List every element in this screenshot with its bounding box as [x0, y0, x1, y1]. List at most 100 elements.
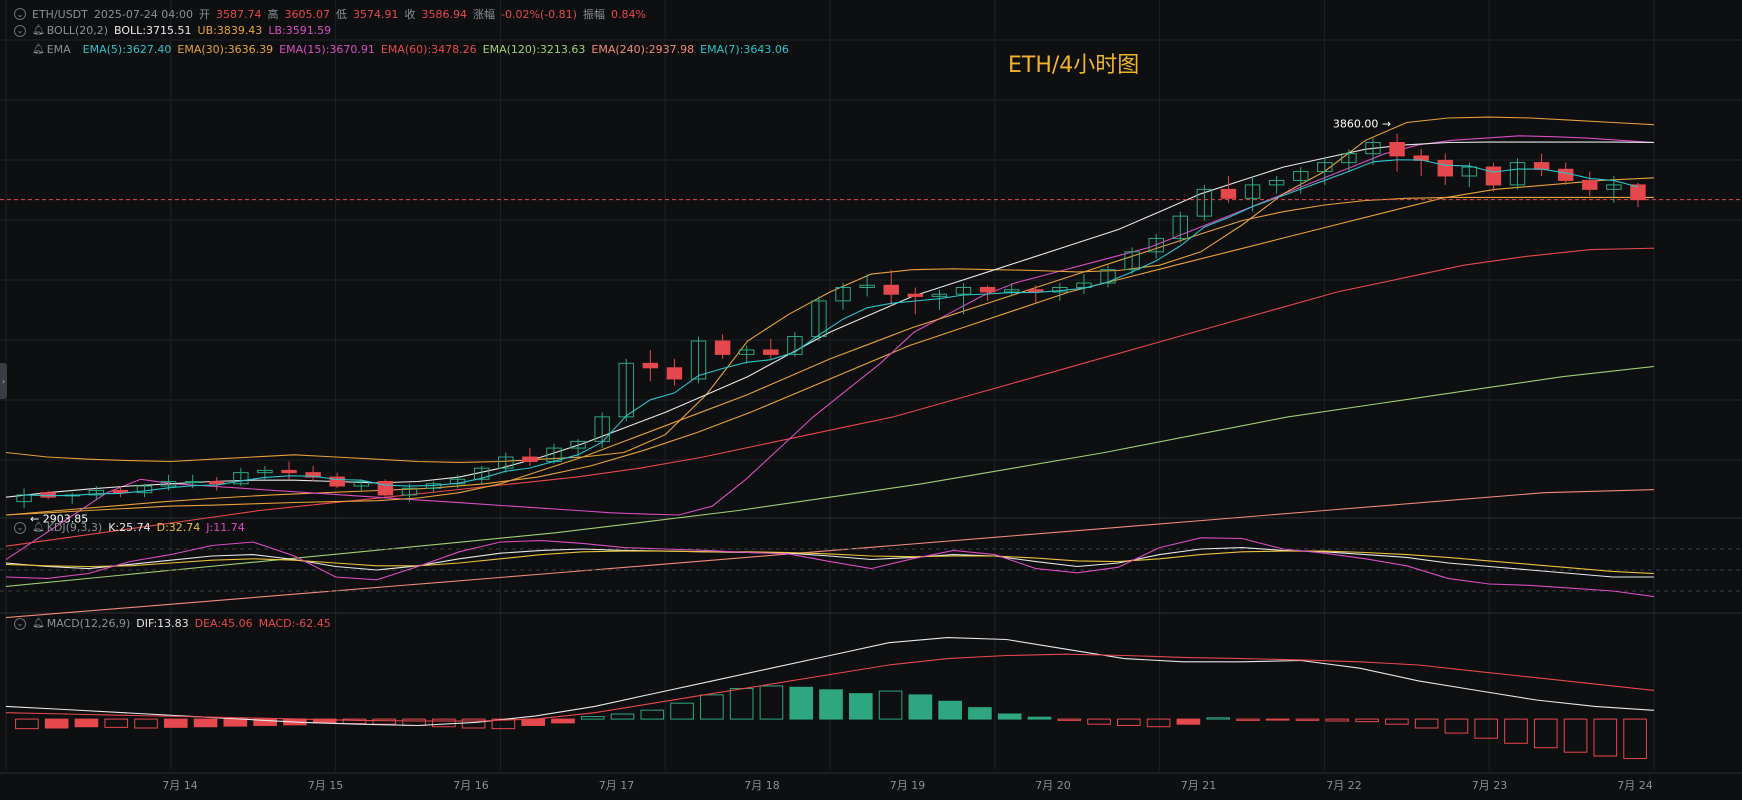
boll-upper-line [5, 116, 1655, 463]
candle-body [666, 367, 683, 380]
macd-histogram-bar [15, 718, 39, 730]
datetime-label: 2025-07-24 04:00 [93, 7, 193, 21]
ema-legend-item: EMA(5):3627.40 [82, 43, 172, 56]
close-value: 3586.94 [421, 7, 468, 21]
candle-body [859, 284, 875, 289]
ema5-line [23, 159, 1639, 497]
candle-body [329, 476, 345, 487]
kdj-j-line [5, 537, 1655, 598]
macd-histogram-bar [1295, 718, 1320, 721]
candle-body [112, 489, 129, 494]
collapse-chevron-icon[interactable]: ⌄ [14, 617, 26, 630]
kdj-name: KDJ(9,3,3) [46, 521, 103, 534]
macd-histogram-bar [521, 718, 545, 726]
candle-body [1172, 215, 1189, 239]
ema-legend: 🔔︎ EMA EMA(5):3627.40 EMA(30):3636.39 EMA(… [32, 43, 789, 56]
macd-histogram-bar [580, 716, 605, 720]
macd-histogram-bar [1265, 718, 1290, 721]
macd-histogram-bar [729, 688, 754, 720]
candle-body [907, 293, 924, 297]
x-axis-tick-label: 7月 16 [453, 779, 489, 792]
high-price-annotation: 3860.00 → [1333, 118, 1391, 131]
kdj-j-value: J:11.74 [206, 521, 245, 534]
candle-body [1003, 289, 1020, 293]
ema-legend-item: EMA(60):3478.26 [380, 43, 477, 56]
macd-histogram-bar [997, 713, 1022, 720]
boll-ub-value: UB:3839.43 [197, 24, 263, 37]
alert-bell-icon[interactable]: 🔔︎ [32, 25, 45, 36]
close-label: 收 [404, 8, 416, 21]
macd-histogram-bar [253, 718, 277, 726]
kdj-k-line [5, 547, 1654, 578]
boll-mid-value: BOLL:3715.51 [114, 24, 192, 37]
macd-histogram-bar [1325, 718, 1350, 722]
ohlc-header: ⌄ ETH/USDT 2025-07-24 04:00 开 3587.74 高 … [14, 6, 646, 22]
chart-title: ETH/4小时图 [1008, 53, 1139, 78]
macd-histogram-bar [1176, 718, 1201, 725]
candle-body [811, 300, 827, 338]
macd-histogram-bar [789, 686, 814, 720]
macd-histogram-bar [402, 718, 426, 726]
macd-dif-line [5, 637, 1655, 727]
collapse-chevron-icon[interactable]: ⌄ [14, 8, 26, 20]
change-label: 涨幅 [473, 8, 495, 21]
kdj-d-line [5, 550, 1655, 575]
candle-body [88, 489, 105, 496]
macd-histogram-bar [1385, 718, 1409, 725]
candle-body [353, 481, 370, 487]
candle-body [1317, 162, 1333, 173]
x-axis-tick-label: 7月 24 [1617, 779, 1653, 792]
alert-bell-icon[interactable]: 🔔︎ [32, 44, 45, 55]
macd-histogram-bar [908, 694, 933, 720]
candle-body [473, 467, 490, 480]
candle-body [883, 284, 899, 295]
macd-histogram-bar [223, 718, 248, 727]
ema-legend-item: EMA(120):3213.63 [482, 43, 586, 56]
macd-histogram-bar [193, 718, 218, 728]
candle-body [233, 472, 249, 485]
macd-histogram-bar [640, 709, 665, 720]
sidebar-toggle-tab[interactable]: › [0, 363, 7, 399]
open-value: 3587.74 [216, 7, 262, 21]
alert-bell-icon[interactable]: 🔔︎ [32, 618, 45, 629]
candle-body [642, 362, 659, 369]
ema-legend-item: EMA(30):3636.39 [177, 43, 274, 56]
macd-dea-line [5, 653, 1655, 722]
x-axis-tick-label: 7月 14 [162, 779, 198, 792]
ema-legend-item: EMA(240):2937.98 [591, 43, 695, 56]
macd-histogram-bar [1206, 717, 1230, 720]
macd-histogram-bar [104, 718, 129, 728]
kdj-legend: ⌄ 🔔︎ KDJ(9,3,3) K:25.74 D:32.74 J:11.74 [14, 521, 245, 534]
macd-histogram-bar [1027, 716, 1052, 720]
macd-histogram-bar [759, 685, 784, 720]
candle-body [1076, 282, 1092, 288]
ema-legend-item: EMA(15):3670.91 [279, 43, 375, 56]
candle-body [714, 340, 731, 355]
candle-body [1461, 166, 1478, 177]
alert-bell-icon[interactable]: 🔔︎ [32, 522, 45, 533]
candle-body [1196, 188, 1213, 217]
boll-legend: ⌄ 🔔︎ BOLL(20,2) BOLL:3715.51 UB:3839.43 … [14, 24, 331, 37]
candle-body [787, 336, 803, 355]
macd-histogram-bar [878, 690, 903, 720]
candle-body [1533, 162, 1550, 170]
candle-body [1148, 237, 1164, 253]
candle-body [257, 469, 273, 474]
macd-histogram-bar [1444, 718, 1469, 734]
collapse-chevron-icon[interactable]: ⌄ [14, 24, 26, 37]
candle-body [498, 456, 514, 469]
collapse-chevron-icon[interactable]: ⌄ [14, 521, 26, 534]
ema15-line [5, 135, 1655, 561]
macd-histogram-bar [372, 718, 397, 725]
amplitude-value: 0.84% [610, 7, 646, 21]
macd-histogram-bar [819, 689, 843, 720]
candle-body [1220, 188, 1237, 199]
macd-histogram-bar [432, 718, 456, 728]
macd-histogram-bar [1117, 718, 1141, 726]
x-axis-tick-label: 7月 20 [1035, 779, 1071, 792]
macd-histogram-bar [1236, 718, 1260, 721]
candle-body [570, 440, 586, 449]
candle-body [1365, 142, 1381, 155]
